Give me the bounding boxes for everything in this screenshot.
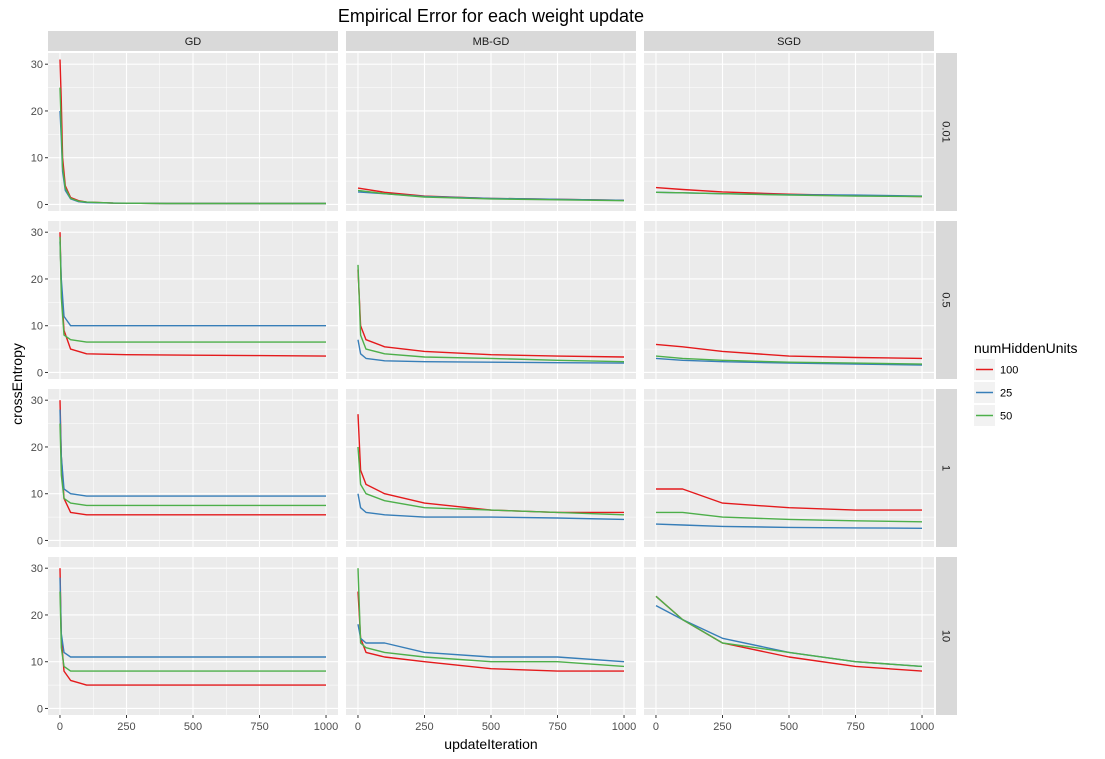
panel (644, 557, 934, 715)
y-tick-label: 20 (31, 274, 43, 286)
series-line-50 (656, 511, 923, 523)
x-tick-label: 0 (653, 721, 659, 733)
y-tick-label: 30 (31, 227, 43, 239)
legend-title: numHiddenUnits (974, 340, 1078, 356)
row-strips: 0.01 0.5 1 10 (936, 53, 957, 715)
column-strip-label: SGD (777, 36, 801, 48)
series-line-50 (59, 236, 326, 343)
y-tick-label: 0 (37, 535, 43, 547)
x-tick-label: 500 (780, 721, 798, 733)
column-strips: GD MB-GD SGD (48, 31, 934, 51)
panel (346, 53, 636, 211)
x-tick-label: 750 (846, 721, 864, 733)
panel (48, 53, 338, 211)
x-tick-label: 0 (57, 721, 63, 733)
y-tick-label: 0 (37, 199, 43, 211)
series-line-25 (59, 409, 326, 497)
y-tick-label: 30 (31, 59, 43, 71)
y-tick-label: 30 (31, 563, 43, 575)
legend-label: 50 (1000, 411, 1012, 423)
panel (48, 221, 338, 379)
row-strip (936, 221, 957, 379)
series-line-50 (655, 355, 923, 365)
x-tick-label: 750 (250, 721, 268, 733)
x-tick-label: 750 (548, 721, 566, 733)
row-strip-label: 0.01 (940, 121, 952, 142)
panel (346, 221, 636, 379)
x-tick-label: 500 (184, 721, 202, 733)
y-axes: 0 10 20 30 0 10 20 30 0 10 20 30 0 10 20 30 (31, 59, 48, 715)
x-axes: 0 250 500 750 1000 0 250 500 750 1000 0 250 500 750 10… (57, 715, 934, 733)
y-tick-label: 10 (31, 321, 43, 333)
y-axis-title: crossEntropy (9, 343, 25, 425)
series-line-25 (655, 523, 923, 529)
series-line-100 (655, 343, 923, 360)
chart-title: Empirical Error for each weight update (338, 6, 644, 26)
y-tick-label: 10 (31, 489, 43, 501)
column-strip (48, 31, 338, 51)
row-strip (936, 53, 957, 211)
y-tick-label: 20 (31, 442, 43, 454)
row-strip-label: 1 (940, 465, 952, 471)
panel (644, 53, 934, 211)
column-strip-label: GD (185, 36, 202, 48)
x-axis-title: updateIteration (444, 736, 537, 752)
column-strip (644, 31, 934, 51)
panel (48, 389, 338, 547)
x-tick-label: 1000 (612, 721, 636, 733)
x-tick-label: 250 (117, 721, 135, 733)
series-line-50 (357, 189, 625, 202)
series-line-25 (655, 357, 923, 366)
panels (48, 53, 934, 715)
column-strip (346, 31, 636, 51)
row-strip (936, 389, 957, 547)
legend: numHiddenUnits 100 25 50 (974, 340, 1078, 426)
row-strip-label: 0.5 (940, 292, 952, 307)
y-tick-label: 0 (37, 367, 43, 379)
panel (346, 557, 636, 715)
x-tick-label: 500 (482, 721, 500, 733)
panel (644, 389, 934, 547)
x-tick-label: 1000 (910, 721, 934, 733)
series-line-100 (656, 488, 922, 511)
row-strip-label: 10 (940, 630, 952, 642)
series-line-50 (59, 423, 326, 507)
x-tick-label: 1000 (314, 721, 338, 733)
legend-label: 100 (1000, 365, 1018, 377)
panel (346, 389, 636, 547)
panel (644, 221, 934, 379)
series-line-100 (357, 591, 624, 672)
series-line-50 (357, 568, 625, 668)
x-tick-label: 0 (355, 721, 361, 733)
series-line-50 (655, 191, 923, 198)
series-line-25 (59, 577, 326, 658)
x-tick-label: 250 (415, 721, 433, 733)
y-tick-label: 0 (37, 703, 43, 715)
series-line-25 (59, 241, 326, 327)
series-line-100 (357, 269, 625, 358)
series-line-25 (357, 624, 625, 663)
series-line-25 (357, 493, 625, 521)
series-line-25 (357, 339, 625, 364)
series-line-50 (655, 595, 923, 668)
column-strip-label: MB-GD (473, 36, 510, 48)
series-line-50 (357, 446, 625, 516)
series-line-50 (59, 87, 326, 205)
series-line-50 (357, 264, 625, 363)
y-tick-label: 20 (31, 106, 43, 118)
y-tick-label: 10 (31, 153, 43, 165)
legend-label: 25 (1000, 388, 1012, 400)
y-tick-label: 20 (31, 610, 43, 622)
row-strip (936, 557, 957, 715)
y-tick-label: 10 (31, 657, 43, 669)
panel (48, 557, 338, 715)
y-tick-label: 30 (31, 395, 43, 407)
series-line-50 (59, 591, 326, 672)
x-tick-label: 250 (713, 721, 731, 733)
